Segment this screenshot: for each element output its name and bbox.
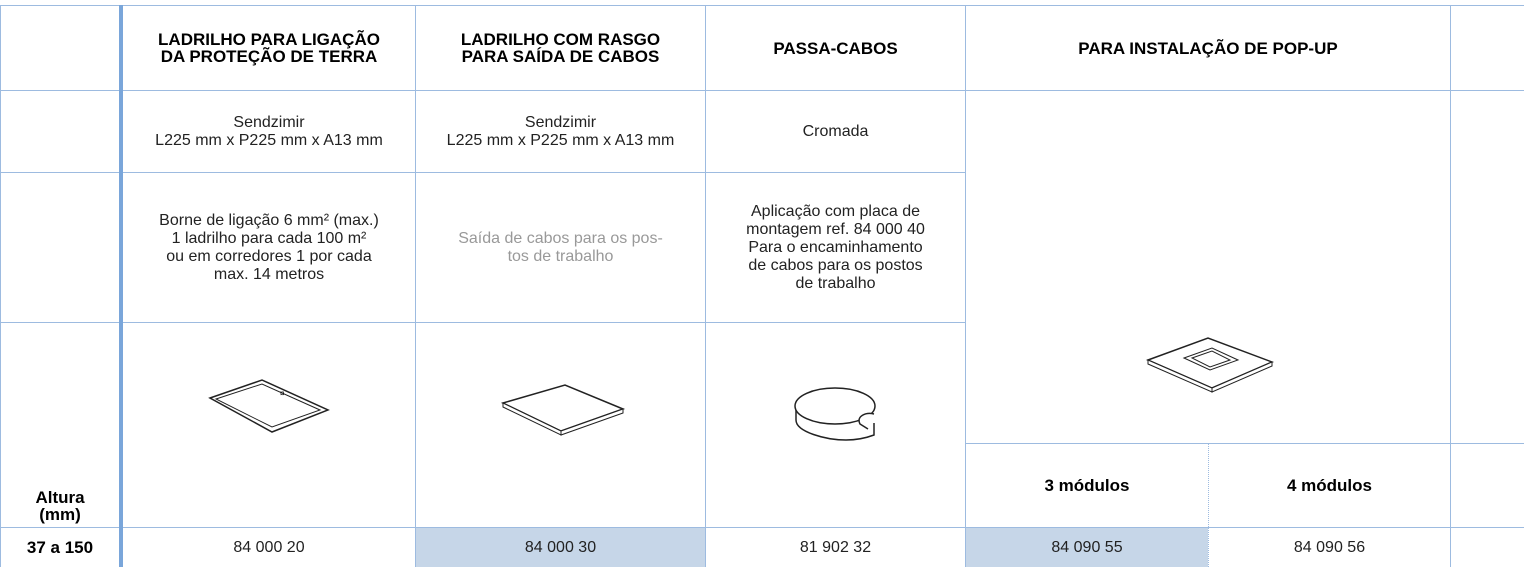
- variant: 3 módulos: [1044, 476, 1130, 495]
- ref: 84 000 30: [524, 538, 597, 556]
- material: Sendzimir L225 mm x P225 mm x A13 mm: [155, 113, 383, 149]
- row-label: Altura (mm): [35, 488, 85, 524]
- material: Cromada: [802, 122, 869, 140]
- product-image: ¤: [208, 379, 330, 433]
- grid-line: [0, 5, 1, 567]
- ref: 84 090 56: [1293, 538, 1366, 556]
- variant: 4 módulos: [1286, 476, 1372, 495]
- height-range: 37 a 150: [26, 538, 94, 557]
- ref: 81 902 32: [799, 538, 872, 556]
- grid-line: [0, 172, 965, 173]
- notes: Saída de cabos para os pos- tos de traba…: [458, 229, 663, 265]
- grid-line: [965, 443, 1524, 444]
- svg-text:¤: ¤: [280, 389, 285, 398]
- column-title: PASSA-CABOS: [773, 38, 898, 58]
- column-title: PARA INSTALAÇÃO DE POP-UP: [1078, 38, 1338, 58]
- grid-line: [0, 322, 965, 323]
- grid-line: [965, 5, 966, 567]
- cell-bg: [966, 528, 1208, 567]
- grid-line: [0, 527, 1524, 528]
- ref: 84 090 55: [1051, 538, 1123, 556]
- product-image: [794, 387, 876, 441]
- grid-line: [119, 5, 123, 567]
- ref: 84 000 20: [233, 538, 305, 556]
- column-title: LADRILHO PARA LIGAÇÃO DA PROTEÇÃO DE TER…: [158, 30, 380, 66]
- grid-line: [415, 5, 416, 567]
- grid-line: [0, 90, 1524, 91]
- notes: Borne de ligação 6 mm² (max.) 1 ladrilho…: [159, 211, 379, 283]
- product-image: [500, 384, 626, 436]
- grid-line: [705, 5, 706, 567]
- grid-line: [1450, 5, 1451, 567]
- column-title: LADRILHO COM RASGO PARA SAÍDA DE CABOS: [460, 30, 661, 66]
- material: Sendzimir L225 mm x P225 mm x A13 mm: [446, 113, 675, 149]
- notes: Aplicação com placa de montagem ref. 84 …: [746, 202, 925, 292]
- grid-line: [1208, 443, 1210, 567]
- cell-bg: [416, 528, 705, 567]
- grid-line: [0, 5, 1524, 6]
- product-image: [1145, 337, 1275, 393]
